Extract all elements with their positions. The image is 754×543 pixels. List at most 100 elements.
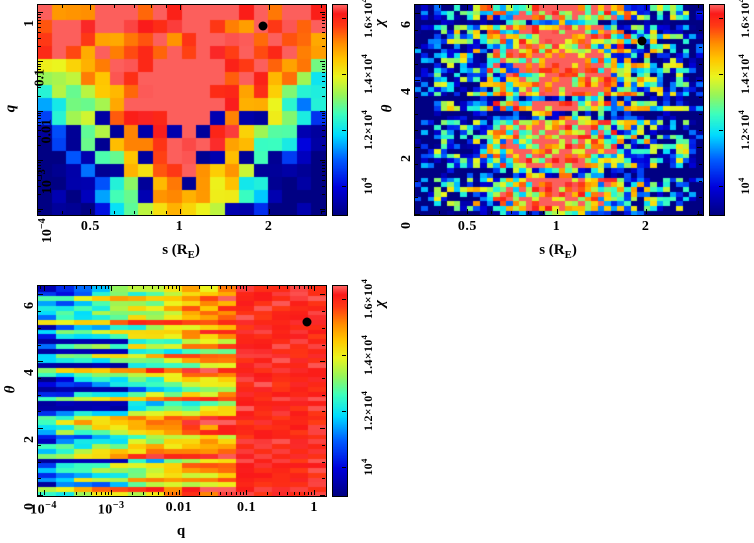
panel-theta-vs-q-colorbar-tick-label: 1.4×104 (359, 334, 375, 376)
panel-q-vs-s-y-minor-tick (322, 167, 325, 169)
panel-q-vs-s-colorbar-tick (342, 18, 346, 19)
panel-theta-vs-q-y-minor-tick (38, 394, 41, 396)
panel-theta-vs-s-x-major-tick (556, 5, 558, 10)
panel-theta-vs-q-x-tick-label: 1 (310, 500, 318, 515)
panel-theta-vs-q-y-major-tick (320, 428, 325, 430)
panel-theta-vs-s-x-minor-tick (697, 211, 699, 214)
panel-theta-vs-s-y-minor-tick (415, 130, 418, 132)
panel-theta-vs-s-x-minor-tick (490, 211, 492, 214)
panel-q-vs-s-colorbar (332, 4, 348, 216)
panel-theta-vs-s-y-minor-tick (699, 180, 702, 182)
panel-theta-vs-q-x-major-tick (314, 490, 316, 495)
panel-q-vs-s-y-minor-tick (322, 115, 325, 117)
panel-q-vs-s-y-minor-tick (38, 145, 41, 147)
panel-q-vs-s-y-minor-tick (322, 14, 325, 16)
panel-theta-vs-q-colorbar (332, 285, 348, 497)
panel-q-vs-s-x-major-tick (90, 5, 92, 10)
panel-q-vs-s-y-minor-tick (322, 31, 325, 33)
panel-theta-vs-q-plot-area (37, 285, 327, 497)
panel-theta-vs-s-x-major-tick (645, 209, 647, 214)
panel-q-vs-s-y-minor-tick (322, 80, 325, 82)
panel-q-vs-s-x-minor-tick (61, 5, 63, 8)
panel-q-vs-s-colorbar-tick (342, 186, 346, 187)
panel-theta-vs-q-x-tick-label: 10−3 (97, 500, 125, 518)
panel-theta-vs-q-y-minor-tick (38, 444, 41, 446)
panel-theta-vs-q-x-minor-tick (63, 492, 65, 495)
panel-theta-vs-q-x-minor-tick (40, 492, 42, 495)
panel-q-vs-s-y-minor-tick (38, 87, 41, 89)
panel-q-vs-s-x-minor-tick (150, 211, 152, 214)
panel-q-vs-s-x-minor-tick (320, 5, 322, 8)
panel-theta-vs-s-y-minor-tick (415, 197, 418, 199)
panel-q-vs-s-y-minor-tick (38, 16, 41, 18)
panel-q-vs-s-y-minor-tick (38, 31, 41, 33)
panel-q-vs-s-colorbar-gradient (333, 5, 347, 215)
panel-theta-vs-s-y-minor-tick (415, 96, 418, 98)
panel-theta-vs-q-colorbar-tick (342, 355, 346, 356)
panel-q-vs-s-y-minor-tick (322, 164, 325, 166)
panel-q-vs-s-plot-area (37, 4, 327, 216)
panel-theta-vs-q-y-major-tick (38, 294, 43, 296)
panel-theta-vs-q-x-minor-tick (243, 492, 245, 495)
panel-q-vs-s-colorbar-tick (342, 74, 346, 75)
panel-theta-vs-s-x-minor-tick (438, 5, 440, 8)
panel-theta-vs-s-y-major-tick (697, 147, 702, 149)
panel-theta-vs-q-x-minor-tick (163, 492, 165, 495)
panel-theta-vs-q-x-minor-tick (219, 492, 221, 495)
panel-q-vs-s-y-minor-tick (38, 26, 41, 28)
panel-theta-vs-q-x-minor-tick (108, 286, 110, 289)
panel-theta-vs-q-x-minor-tick (168, 286, 170, 289)
panel-theta-vs-q-x-minor-tick (172, 286, 174, 289)
panel-theta-vs-s-colorbar-tick (719, 186, 723, 187)
panel-q-vs-s-y-minor-tick (322, 174, 325, 176)
panel-theta-vs-q-x-minor-tick (168, 492, 170, 495)
panel-theta-vs-q-heatmap (38, 286, 326, 496)
panel-theta-vs-q-x-minor-tick (211, 492, 213, 495)
panel-theta-vs-q-x-minor-tick (90, 286, 92, 289)
panel-theta-vs-s-y-minor-tick (699, 30, 702, 32)
panel-q-vs-s-y-minor-tick (38, 19, 41, 21)
panel-q-vs-s-y-minor-tick (38, 211, 41, 213)
panel-theta-vs-s-y-minor-tick (415, 46, 418, 48)
panel-q-vs-s-x-minor-tick (133, 5, 135, 8)
panel-theta-vs-q-y-minor-tick (38, 327, 41, 329)
panel-theta-vs-q-x-minor-tick (243, 286, 245, 289)
panel-q-vs-s-y-minor-tick (322, 185, 325, 187)
panel-theta-vs-q-x-major-tick (178, 286, 180, 291)
panel-theta-vs-q-x-minor-tick (158, 492, 160, 495)
panel-q-vs-s-y-minor-tick (38, 68, 41, 70)
panel-theta-vs-s-x-minor-tick (490, 5, 492, 8)
panel-theta-vs-s-x-minor-tick (697, 5, 699, 8)
panel-q-vs-s-x-minor-tick (113, 5, 115, 8)
panel-q-vs-s-x-minor-tick (165, 5, 167, 8)
panel-theta-vs-q-x-minor-tick (307, 492, 309, 495)
panel-theta-vs-s-y-minor-tick (699, 130, 702, 132)
panel-theta-vs-q-x-major-tick (111, 490, 113, 495)
panel-theta-vs-s-x-tick-label: 0.5 (457, 219, 477, 234)
panel-q-vs-s-y-minor-tick (38, 167, 41, 169)
panel-theta-vs-q-y-major-tick (320, 361, 325, 363)
panel-theta-vs-s-x-minor-tick (527, 211, 529, 214)
panel-q-vs-s-y-major-tick (320, 159, 325, 161)
panel-q-vs-s-y-minor-tick (322, 76, 325, 78)
panel-theta-vs-q-x-minor-tick (63, 286, 65, 289)
panel-q-vs-s-y-minor-tick (322, 95, 325, 97)
panel-theta-vs-q-x-minor-tick (307, 286, 309, 289)
panel-theta-vs-s-x-minor-tick (510, 211, 512, 214)
panel-theta-vs-q-y-minor-tick (322, 377, 325, 379)
panel-theta-vs-q-x-minor-tick (100, 286, 102, 289)
panel-theta-vs-q-x-minor-tick (235, 286, 237, 289)
panel-theta-vs-q-y-tick-label: 4 (22, 369, 37, 377)
panel-theta-vs-q-x-tick-label: 0.01 (165, 500, 193, 515)
panel-theta-vs-s-y-minor-tick (699, 46, 702, 48)
panel-q-vs-s-x-minor-tick (150, 5, 152, 8)
panel-theta-vs-q-x-minor-tick (175, 492, 177, 495)
panel-theta-vs-s-y-major-tick (697, 13, 702, 15)
panel-q-vs-s-y-minor-tick (38, 118, 41, 120)
panel-q-vs-s-y-minor-tick (322, 63, 325, 65)
panel-theta-vs-q-x-minor-tick (199, 492, 201, 495)
panel-theta-vs-q-x-minor-tick (226, 492, 228, 495)
panel-q-vs-s-y-minor-tick (322, 162, 325, 164)
panel-q-vs-s-y-minor-tick (38, 162, 41, 164)
panel-theta-vs-q-x-minor-tick (266, 492, 268, 495)
